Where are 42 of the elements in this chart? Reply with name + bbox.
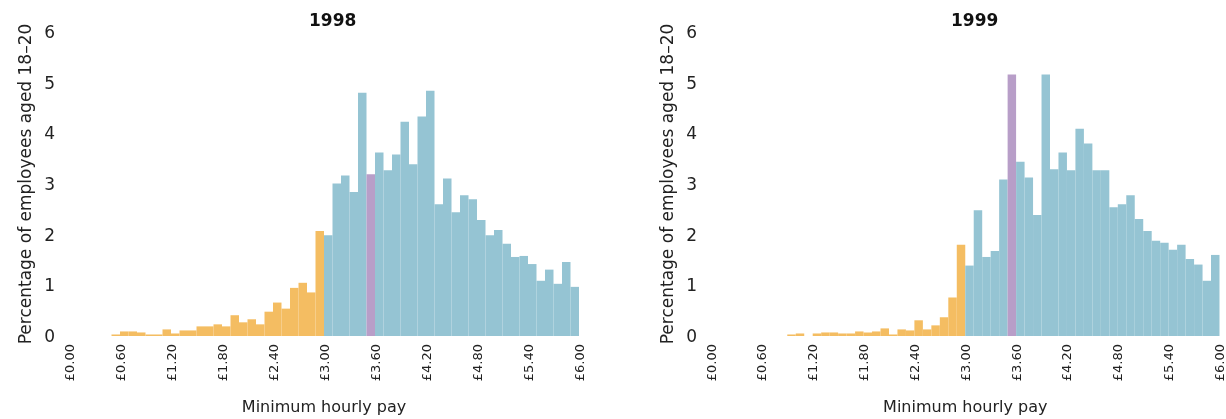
x-axis-title: Minimum hourly pay — [241, 396, 407, 416]
x-tick-label: £5.40 — [1161, 344, 1177, 382]
x-tick-label: £3.00 — [957, 344, 973, 382]
y-tick-label: 4 — [686, 123, 697, 144]
x-tick-label: £0.00 — [61, 344, 77, 382]
x-tick-label: £3.00 — [316, 344, 332, 382]
x-tick-label: £6.00 — [1212, 344, 1226, 382]
y-tick-label: 0 — [44, 326, 55, 346]
x-tick-label: £1.80 — [856, 344, 872, 382]
x-tick-label: £0.00 — [703, 344, 719, 382]
x-tick-label: £4.80 — [1110, 344, 1126, 382]
y-tick-label: 2 — [44, 224, 55, 245]
x-tick-label: £3.60 — [367, 344, 383, 382]
x-axis-title: Minimum hourly pay — [883, 396, 1048, 416]
x-tick-label: £4.20 — [1059, 344, 1075, 382]
y-axis-title: Percentage of employees aged 18–20 — [14, 23, 35, 345]
y-axis-title: Percentage of employees aged 18–20 — [656, 23, 677, 345]
x-tick-label: £2.40 — [906, 344, 922, 382]
chart-title: 1999 — [951, 9, 999, 30]
x-tick-label: £4.80 — [469, 344, 485, 382]
x-tick-label: £2.40 — [265, 344, 281, 382]
x-tick-label: £0.60 — [112, 344, 128, 382]
chart-title: 1998 — [309, 9, 357, 30]
y-tick-label: 5 — [686, 72, 697, 93]
y-tick-label: 6 — [44, 22, 55, 42]
y-tick-label: 3 — [686, 174, 697, 194]
x-tick-label: £1.80 — [214, 344, 230, 382]
y-tick-label: 4 — [44, 123, 55, 144]
y-tick-label: 3 — [44, 174, 55, 194]
x-tick-label: £1.20 — [163, 344, 179, 382]
x-tick-label: £5.40 — [520, 344, 536, 382]
x-tick-label: £3.60 — [1008, 344, 1024, 382]
y-tick-label: 1 — [686, 275, 697, 296]
y-tick-label: 2 — [686, 224, 697, 245]
y-tick-label: 6 — [686, 22, 697, 42]
y-tick-label: 5 — [44, 72, 55, 93]
x-tick-label: £1.20 — [805, 344, 821, 382]
y-tick-label: 0 — [686, 326, 697, 346]
x-tick-label: £6.00 — [571, 344, 587, 382]
x-tick-label: £4.20 — [418, 344, 434, 382]
x-tick-label: £0.60 — [754, 344, 770, 382]
y-tick-label: 1 — [44, 275, 55, 296]
